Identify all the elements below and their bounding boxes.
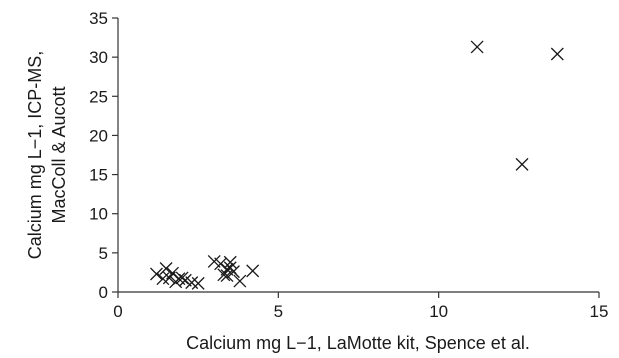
x-tick-label: 10 bbox=[429, 302, 448, 321]
data-point bbox=[233, 274, 247, 288]
x-axis-title: Calcium mg L−1, LaMotte kit, Spence et a… bbox=[186, 333, 530, 353]
y-ticks: 0 5 10 15 20 25 30 35 bbox=[89, 9, 118, 302]
data-points bbox=[150, 40, 564, 290]
y-tick-label: 25 bbox=[89, 87, 108, 106]
x-tick-label: 15 bbox=[590, 302, 609, 321]
data-point bbox=[220, 269, 234, 283]
y-tick-label: 35 bbox=[89, 9, 108, 28]
data-point bbox=[223, 255, 237, 269]
data-point bbox=[150, 267, 163, 281]
y-tick-label: 20 bbox=[89, 126, 108, 145]
y-tick-label: 15 bbox=[89, 166, 108, 185]
x-tick-label: 5 bbox=[274, 302, 283, 321]
x-ticks: 0 5 10 15 bbox=[113, 292, 608, 321]
data-point bbox=[226, 265, 240, 279]
data-point bbox=[470, 40, 484, 54]
y-tick-label: 5 bbox=[99, 244, 108, 263]
y-axis-title-line-2: MacColl & Aucott bbox=[49, 86, 69, 223]
y-tick-label: 30 bbox=[89, 48, 108, 67]
data-point bbox=[246, 264, 260, 278]
y-tick-label: 10 bbox=[89, 205, 108, 224]
y-axis-title-line-1: Calcium mg L−1, ICP-MS, bbox=[25, 51, 45, 260]
data-point bbox=[166, 266, 179, 280]
data-point bbox=[550, 47, 564, 61]
data-point bbox=[191, 276, 205, 290]
y-tick-label: 0 bbox=[99, 283, 108, 302]
y-axis-title: Calcium mg L−1, ICP-MS, MacColl & Aucott bbox=[25, 51, 69, 260]
data-point bbox=[515, 157, 529, 171]
data-point bbox=[159, 262, 173, 275]
x-tick-label: 0 bbox=[113, 302, 122, 321]
